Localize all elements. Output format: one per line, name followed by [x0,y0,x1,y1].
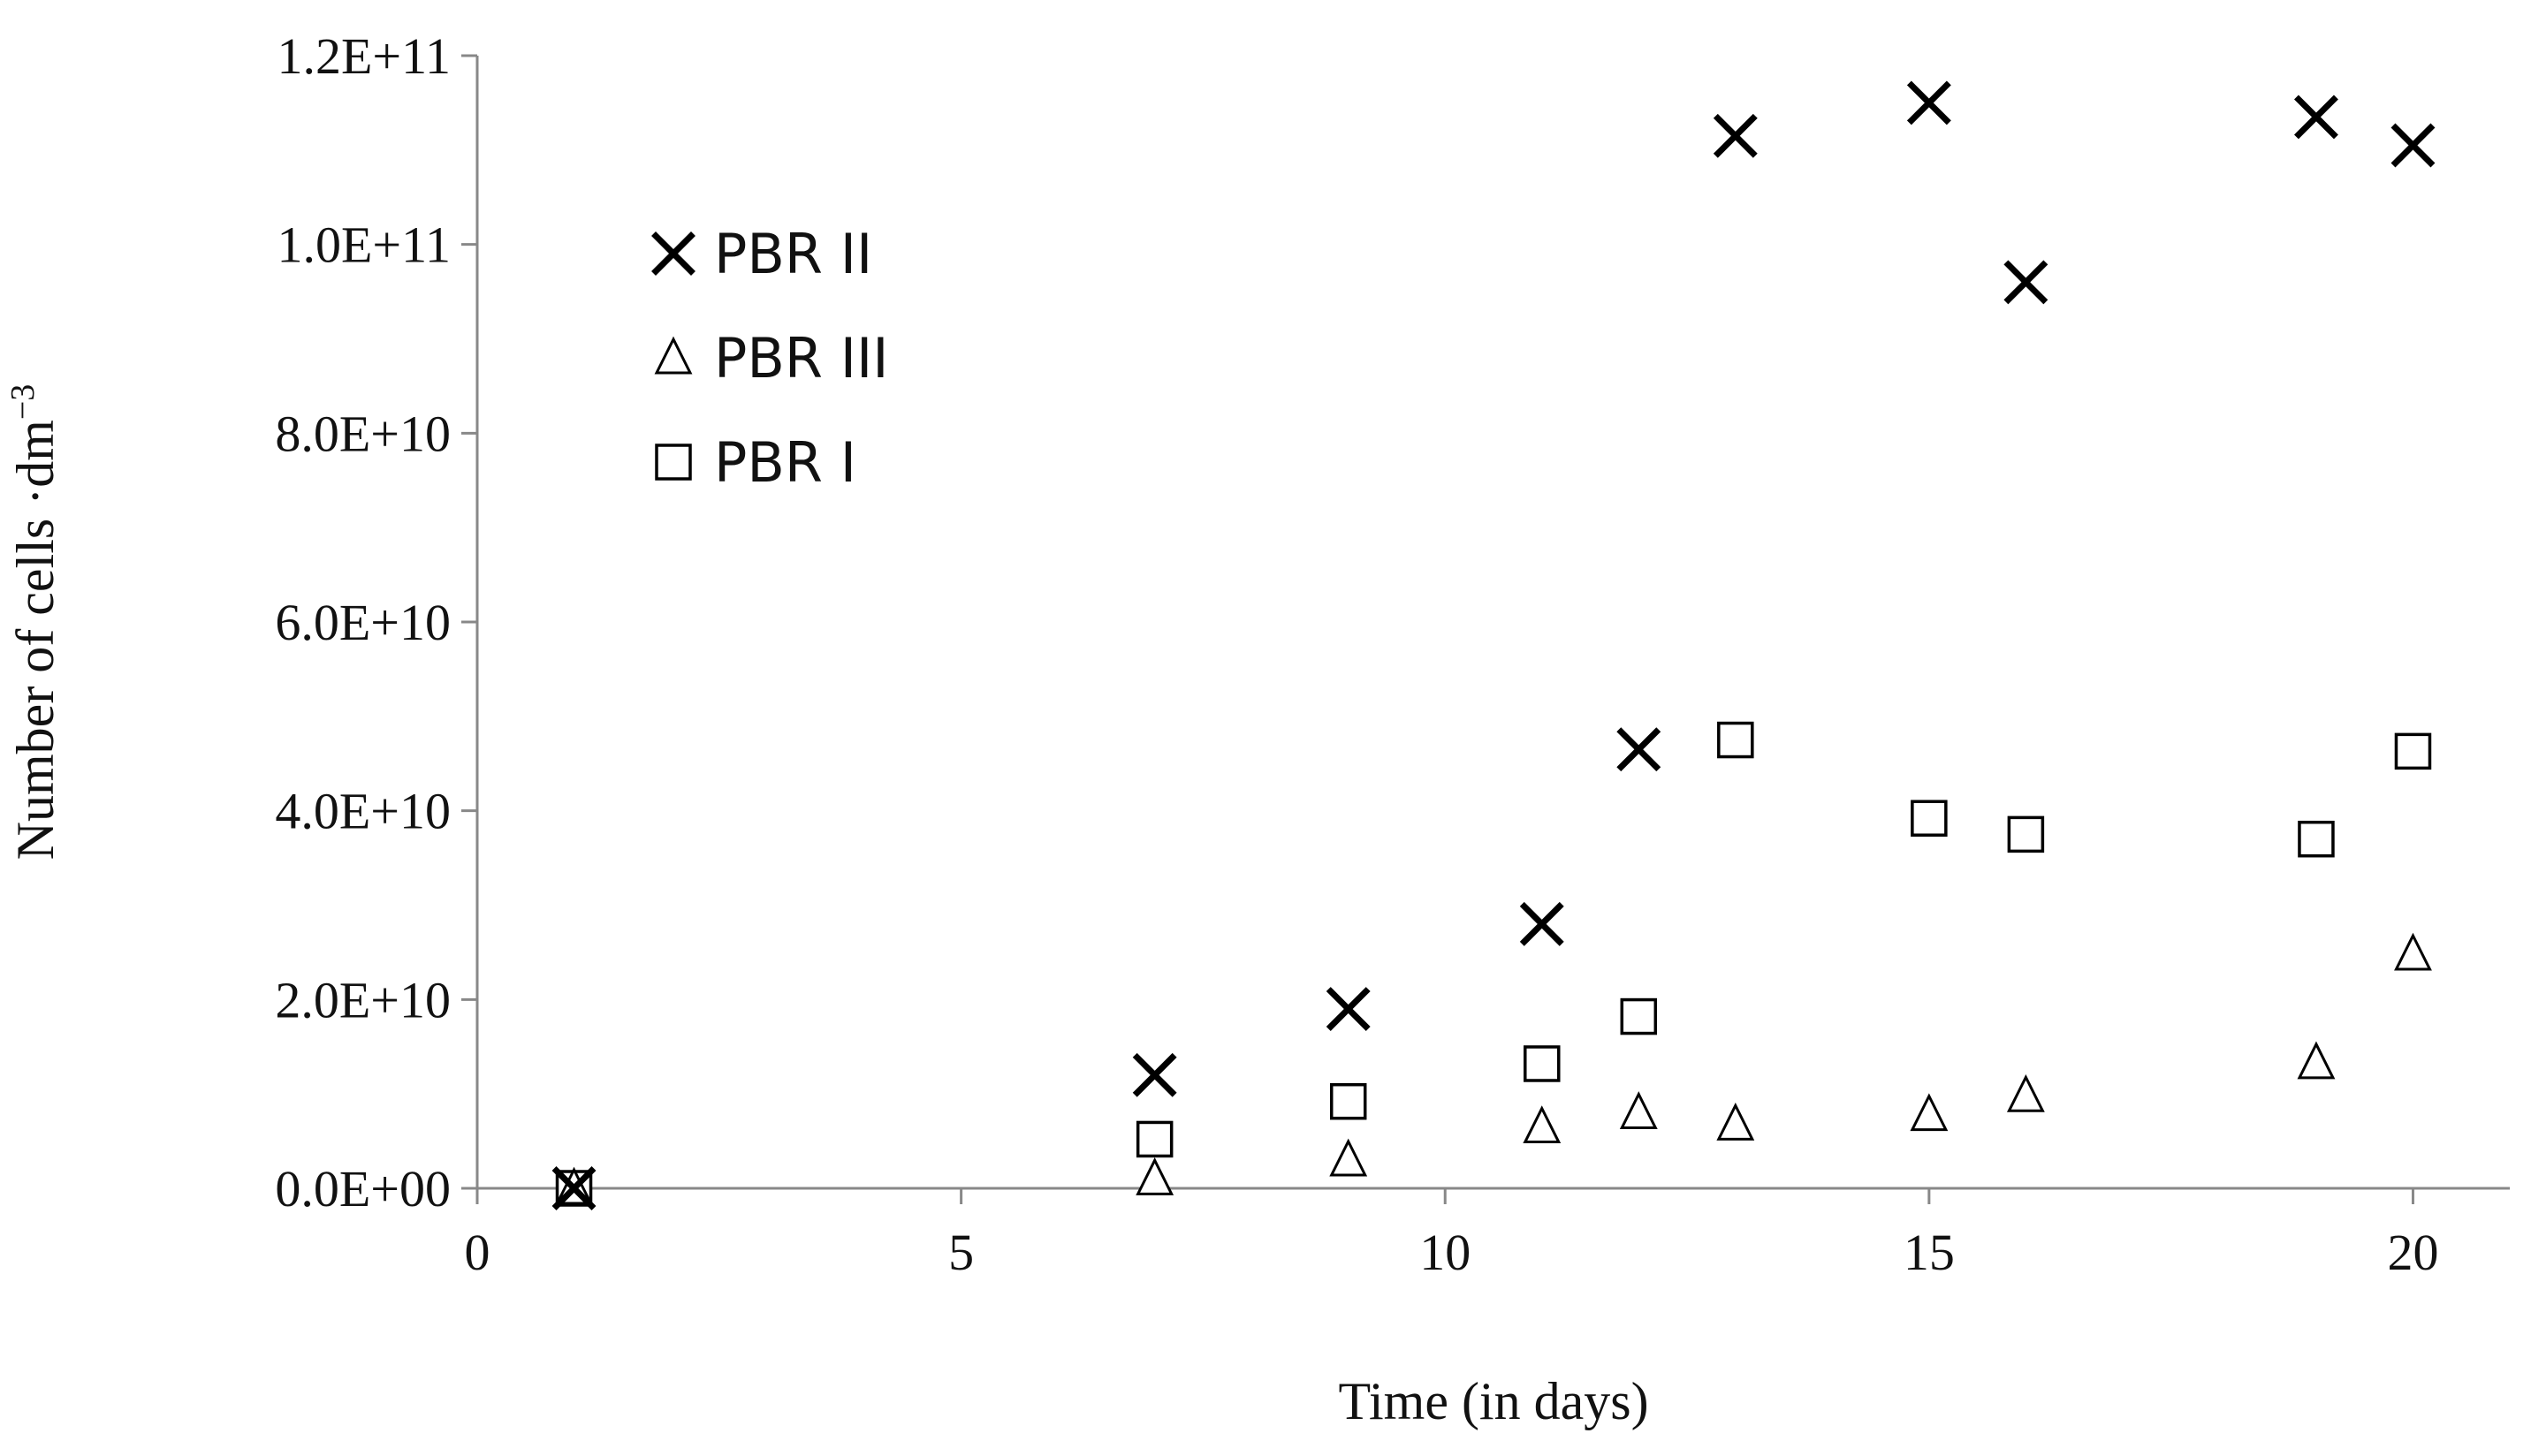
y-tick-label: 0.0E+00 [275,1160,451,1217]
data-point [1717,721,1754,759]
x-tick-label: 10 [1419,1224,1471,1281]
data-point [2007,815,2045,853]
data-point [1906,80,1951,125]
x-tick-label: 15 [1904,1224,1955,1281]
y-tick-label: 1.0E+11 [277,216,452,274]
data-point [551,1166,597,1210]
y-axis-title: Number of cells ·dm−3 [4,384,65,861]
x-axis-title: Time (in days) [1338,1372,1648,1430]
y-tick-label: 4.0E+10 [275,783,451,840]
data-point [2394,932,2432,971]
data-point [2390,123,2436,168]
data-point [1329,1082,1367,1120]
axes: 0.0E+00 2.0E+10 4.0E+10 6.0E+10 8.0E+10 1.0E+… [275,27,2510,1281]
x-tick-label: 5 [948,1224,974,1281]
data-point [1911,800,1948,837]
y-tick-label: 1.2E+11 [277,27,452,85]
data-point [2297,1041,2336,1080]
legend-marker [654,336,693,375]
data-point [2394,732,2432,770]
legend-item: PBR I [655,430,856,495]
legend-label: PBR II [714,222,872,286]
data-point [1523,1105,1562,1144]
data-point [1132,1052,1177,1097]
data-point [2294,95,2338,140]
legend-label: PBR III [714,326,889,391]
legend-marker [651,231,695,276]
data-point [2006,1073,2045,1112]
series-pbr-iii [555,932,2432,1205]
data-point [1326,987,1371,1031]
x-ticks: 0 5 10 15 20 [465,1188,2438,1281]
x-tick-label: 0 [465,1224,490,1281]
data-point [1524,1045,1561,1082]
legend-item: PBR II [651,222,872,286]
data-point [1519,901,1564,946]
plot-points [551,80,2436,1210]
y-axis-title-superscript: −3 [4,384,42,420]
series-pbr-i [555,721,2432,1207]
y-axis-title-main: Number of cells ·dm [6,420,65,860]
legend-marker [655,444,692,481]
data-point [1329,1138,1368,1177]
y-tick-label: 6.0E+10 [275,594,451,651]
data-point [1713,113,1758,158]
data-point [1716,1102,1755,1141]
data-point [1136,1120,1174,1158]
data-point [1910,1093,1949,1132]
legend: PBR II PBR III PBR I [651,222,889,495]
data-point [1619,1091,1658,1130]
data-point [1136,1156,1174,1195]
data-point [2298,820,2335,858]
y-ticks: 0.0E+00 2.0E+10 4.0E+10 6.0E+10 8.0E+10 1.0E+… [275,27,477,1217]
data-point [1616,727,1661,772]
legend-label: PBR I [714,430,856,495]
y-tick-label: 2.0E+10 [275,971,451,1028]
legend-item: PBR III [654,326,889,391]
series-pbr-ii [551,80,2436,1210]
x-tick-label: 20 [2387,1224,2438,1281]
data-point [1620,997,1658,1035]
y-tick-label: 8.0E+10 [275,405,451,462]
data-point [2003,260,2048,305]
